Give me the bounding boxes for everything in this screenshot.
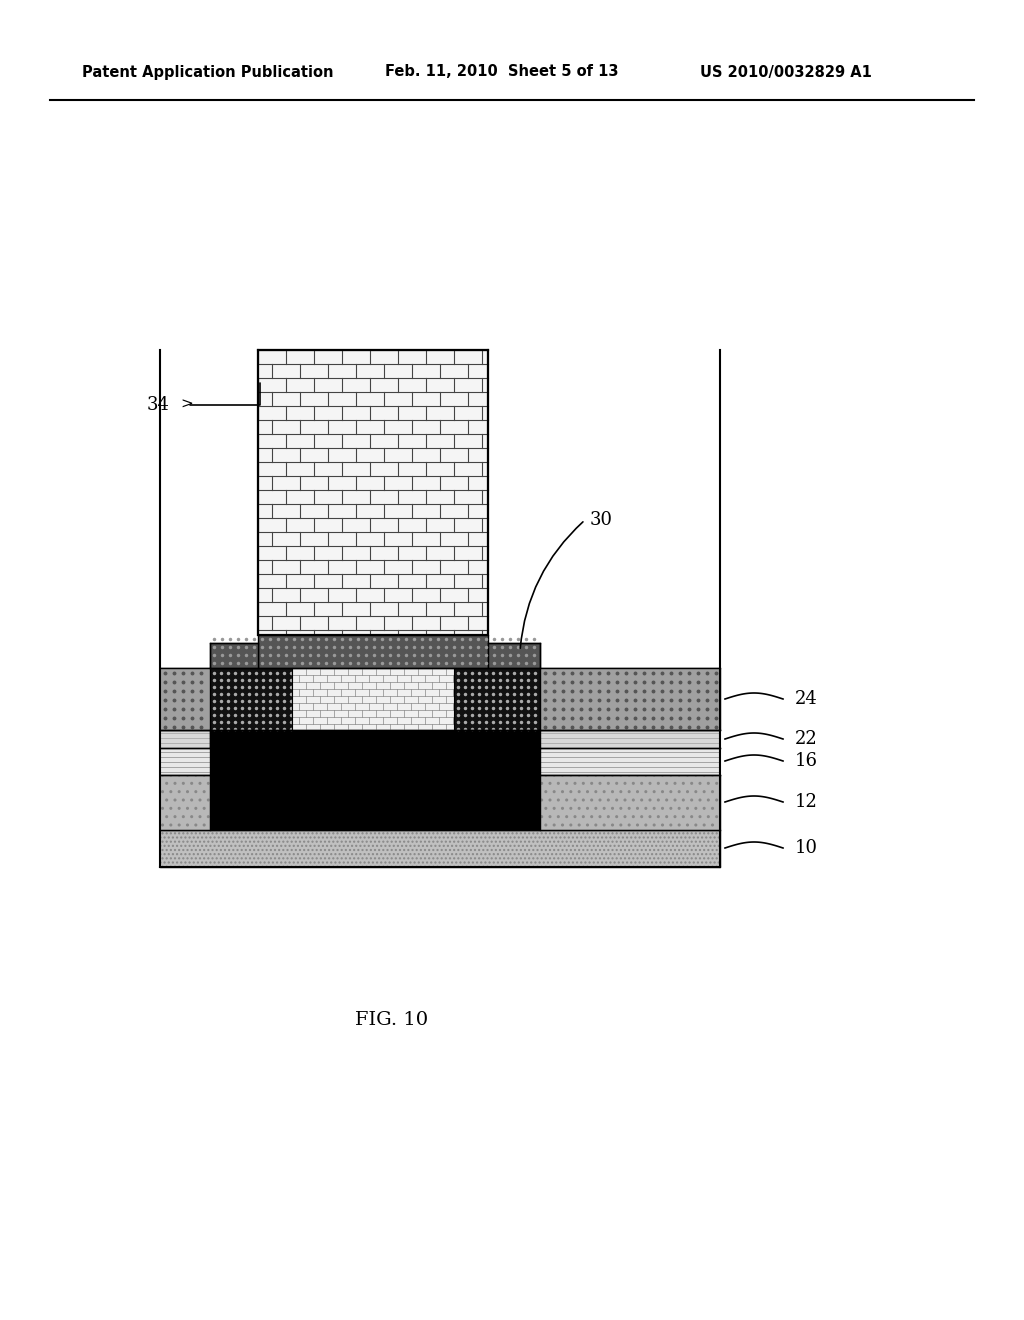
Bar xyxy=(160,730,210,748)
Text: Patent Application Publication: Patent Application Publication xyxy=(82,65,334,79)
Bar xyxy=(160,775,210,830)
Bar xyxy=(258,350,488,635)
Bar xyxy=(540,730,720,748)
Bar xyxy=(210,668,292,730)
Bar xyxy=(160,775,720,830)
Text: Feb. 11, 2010  Sheet 5 of 13: Feb. 11, 2010 Sheet 5 of 13 xyxy=(385,65,618,79)
Bar xyxy=(160,748,210,775)
Bar xyxy=(540,775,720,830)
Bar xyxy=(210,775,540,830)
Bar xyxy=(540,775,720,830)
Text: 30: 30 xyxy=(590,511,613,529)
Bar xyxy=(160,775,210,830)
Bar xyxy=(210,748,540,775)
Text: >: > xyxy=(180,399,193,412)
Bar xyxy=(160,668,720,730)
Text: 34: 34 xyxy=(147,396,170,414)
Bar xyxy=(160,830,720,867)
Bar xyxy=(292,668,454,730)
Bar xyxy=(258,635,488,668)
Text: FIG. 10: FIG. 10 xyxy=(355,1011,428,1030)
Bar xyxy=(210,643,258,668)
Text: 22: 22 xyxy=(795,730,818,748)
Bar xyxy=(540,748,720,775)
Bar xyxy=(210,775,540,830)
Bar xyxy=(160,830,720,867)
Text: 12: 12 xyxy=(795,793,818,810)
Bar xyxy=(540,775,720,830)
Text: 10: 10 xyxy=(795,840,818,857)
Bar xyxy=(210,730,540,748)
Bar xyxy=(258,350,488,635)
Bar xyxy=(454,668,540,730)
Bar xyxy=(540,668,720,730)
Text: US 2010/0032829 A1: US 2010/0032829 A1 xyxy=(700,65,871,79)
Bar xyxy=(160,668,210,730)
Text: 24: 24 xyxy=(795,690,818,708)
Bar xyxy=(488,643,540,668)
Text: 16: 16 xyxy=(795,752,818,770)
Bar xyxy=(160,775,210,830)
